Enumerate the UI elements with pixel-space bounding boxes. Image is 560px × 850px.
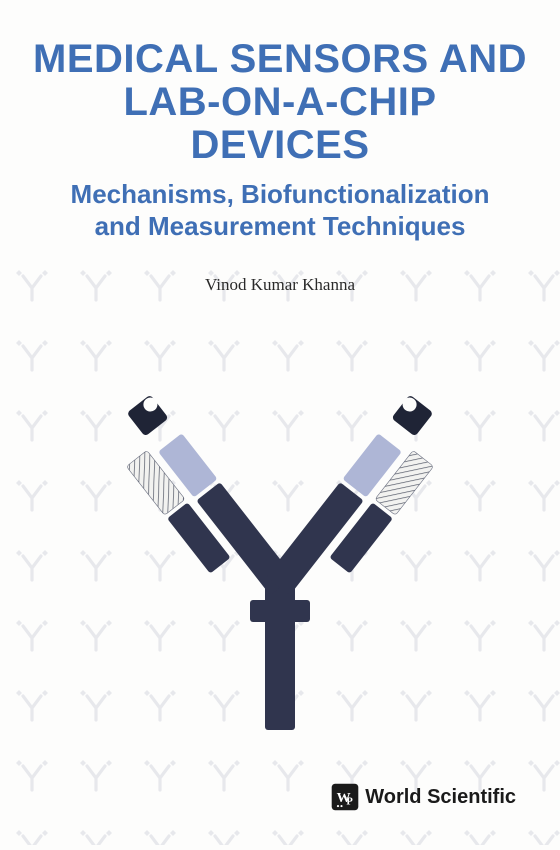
title-line-2: LAB-ON-A-CHIP DEVICES (30, 81, 530, 167)
subtitle-line-2: and Measurement Techniques (30, 210, 530, 243)
publisher-name: World Scientific (365, 786, 516, 809)
publisher-block: W P World Scientific (331, 783, 516, 811)
title-block: MEDICAL SENSORS AND LAB-ON-A-CHIP DEVICE… (0, 38, 560, 243)
book-subtitle: Mechanisms, Biofunctionalization and Mea… (30, 178, 530, 243)
title-line-1: MEDICAL SENSORS AND (30, 38, 530, 81)
antibody-illustration (90, 380, 470, 760)
svg-text:P: P (347, 797, 354, 808)
subtitle-line-1: Mechanisms, Biofunctionalization (30, 178, 530, 211)
author-name: Vinod Kumar Khanna (0, 275, 560, 295)
antibody-stem (196, 482, 363, 730)
publisher-logo-icon: W P (331, 783, 359, 811)
book-cover: MEDICAL SENSORS AND LAB-ON-A-CHIP DEVICE… (0, 0, 560, 845)
book-title: MEDICAL SENSORS AND LAB-ON-A-CHIP DEVICE… (30, 38, 530, 168)
